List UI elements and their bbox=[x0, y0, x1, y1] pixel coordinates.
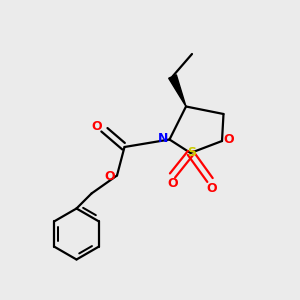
Text: S: S bbox=[187, 146, 196, 159]
Text: O: O bbox=[167, 177, 178, 190]
Text: O: O bbox=[104, 170, 115, 184]
Text: O: O bbox=[206, 182, 217, 195]
Text: O: O bbox=[223, 133, 234, 146]
Text: N: N bbox=[158, 131, 168, 145]
Text: O: O bbox=[92, 120, 102, 133]
Polygon shape bbox=[169, 75, 186, 106]
